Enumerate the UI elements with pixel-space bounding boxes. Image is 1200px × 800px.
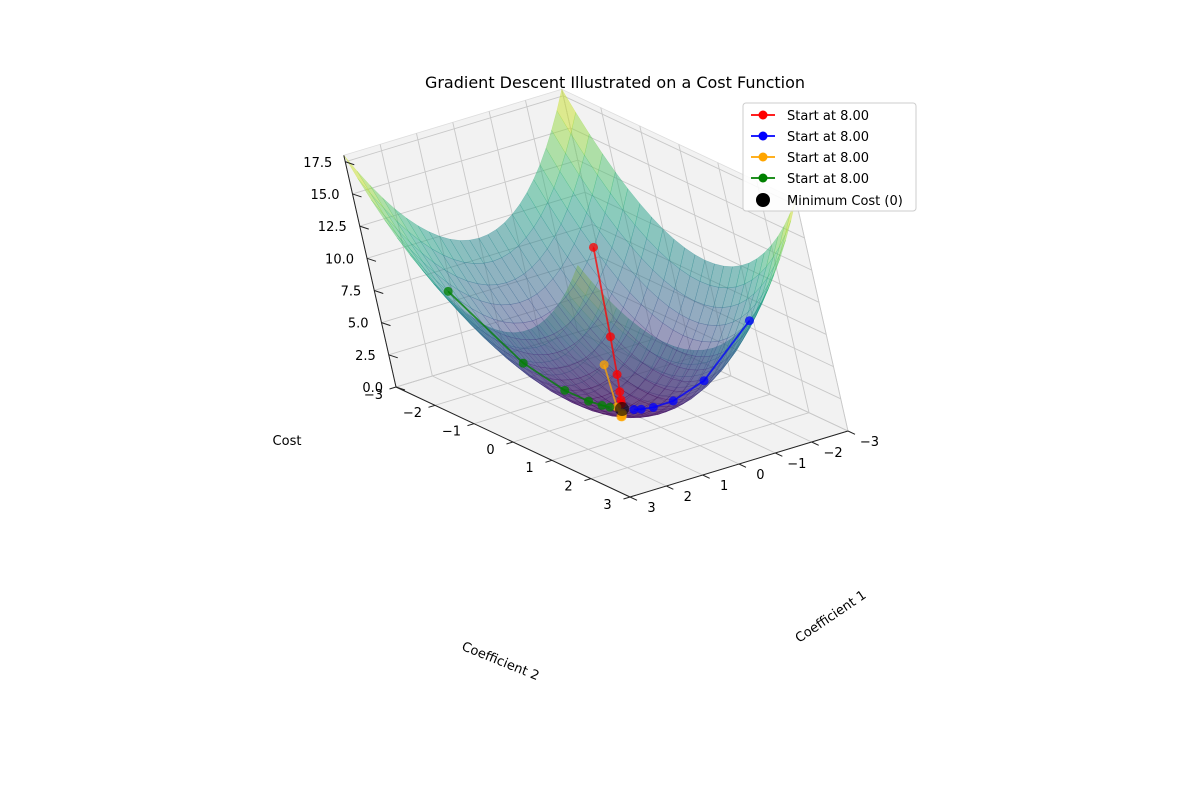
z-tick-label: 12.5 <box>318 220 347 235</box>
descent-paths <box>443 242 754 422</box>
y-axis-label: Coefficient 2 <box>459 639 541 684</box>
y-tick <box>584 478 592 482</box>
y-tick-label: 1 <box>525 461 533 476</box>
x-tick <box>811 441 819 446</box>
y-tick <box>428 404 436 408</box>
z-tick-label: 10.0 <box>325 252 354 267</box>
x-tick <box>738 463 747 468</box>
z-tick-label: 5.0 <box>348 317 369 332</box>
x-tick-label: −3 <box>860 435 879 450</box>
z-tick-label: 17.5 <box>303 156 332 171</box>
z-tick <box>366 257 377 262</box>
descent-point <box>605 332 615 342</box>
legend-label: Start at 8.00 <box>787 109 869 124</box>
z-tick-label: 2.5 <box>355 349 376 364</box>
x-tick <box>666 485 674 490</box>
x-tick-label: −2 <box>824 446 843 461</box>
y-tick-label: −3 <box>364 388 383 403</box>
grid-line <box>345 95 564 163</box>
legend-marker <box>756 193 770 207</box>
descent-point <box>597 400 607 410</box>
z-tick <box>395 386 406 391</box>
descent-point <box>612 369 622 379</box>
y-tick <box>506 441 514 445</box>
descent-point <box>648 402 658 412</box>
x-tick-label: 2 <box>684 490 692 505</box>
x-tick-label: −1 <box>787 457 806 472</box>
legend-marker <box>758 110 768 120</box>
descent-point <box>605 402 615 412</box>
z-tick <box>381 322 391 327</box>
grid-line <box>551 393 771 461</box>
grid-line <box>570 127 805 239</box>
descent-point <box>629 405 639 415</box>
legend-box <box>742 102 917 212</box>
z-tick <box>374 290 384 294</box>
descent-point <box>560 385 570 395</box>
x-tick <box>629 496 638 501</box>
y-tick <box>389 386 397 390</box>
descent-point <box>443 286 453 296</box>
legend-label: Start at 8.00 <box>787 151 869 166</box>
descent-point <box>518 358 528 368</box>
legend-marker <box>758 131 768 141</box>
y-tick-label: 3 <box>603 498 611 513</box>
y-tick <box>623 496 631 500</box>
z-axis-label: Cost <box>273 434 302 449</box>
y-tick-label: 2 <box>564 479 572 494</box>
x-tick <box>775 452 783 457</box>
x-tick-label: 1 <box>720 479 728 494</box>
minimum-point <box>615 402 629 416</box>
descent-point <box>744 316 754 326</box>
legend-marker <box>758 152 768 162</box>
legend-label: Start at 8.00 <box>787 172 869 187</box>
z-tick-label: 15.0 <box>311 188 340 203</box>
y-tick-label: −1 <box>442 424 461 439</box>
descent-point <box>599 360 609 370</box>
z-tick <box>359 225 369 230</box>
legend-label: Start at 8.00 <box>787 130 869 145</box>
descent-point <box>584 396 594 406</box>
y-tick <box>467 423 475 427</box>
chart-title: Gradient Descent Illustrated on a Cost F… <box>425 73 805 92</box>
descent-point <box>668 396 678 406</box>
z-tick-label: 7.5 <box>341 284 362 299</box>
legend-label: Minimum Cost (0) <box>787 194 903 209</box>
x-tick <box>702 474 710 479</box>
legend: Start at 8.00 Start at 8.00 Start at 8.00 S… <box>742 102 917 212</box>
grid-line <box>590 412 810 480</box>
descent-point <box>615 387 625 397</box>
z-tick <box>388 354 398 359</box>
z-tick <box>345 161 355 166</box>
x-tick-label: 3 <box>647 501 655 516</box>
x-tick-label: 0 <box>756 468 764 483</box>
x-axis-label: Coefficient 1 <box>793 588 869 646</box>
z-tick <box>352 193 362 198</box>
axes: −3 −2 −1 0 1 2 3 −3 −2 −1 0 1 2 3 0.0 2.5 5.0 7.5 10.0 12.5… <box>303 155 879 516</box>
x-tick <box>847 430 856 435</box>
descent-point <box>636 404 646 414</box>
z-tick-label: 0.0 <box>362 381 383 396</box>
legend-marker <box>758 173 768 183</box>
y-tick-label: 0 <box>486 443 494 458</box>
grid-line <box>352 127 571 195</box>
descent-point <box>588 242 598 252</box>
y-tick-label: −2 <box>403 406 422 421</box>
descent-point <box>699 376 709 386</box>
y-tick <box>545 459 553 463</box>
